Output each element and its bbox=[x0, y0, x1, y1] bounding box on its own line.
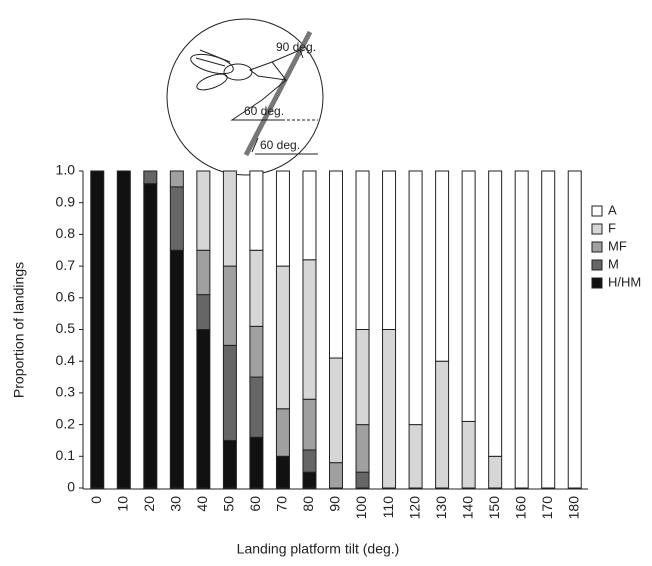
bar-segment bbox=[170, 171, 183, 187]
x-tick-label: 150 bbox=[486, 496, 502, 520]
bar-segment bbox=[250, 250, 263, 326]
bar-segment bbox=[250, 377, 263, 437]
legend-label: A bbox=[608, 202, 617, 217]
bar-segment bbox=[223, 171, 236, 266]
bar-segment bbox=[356, 330, 369, 425]
x-tick-label: 60 bbox=[247, 496, 263, 512]
bar-segment bbox=[250, 171, 263, 250]
legend-swatch bbox=[592, 206, 602, 216]
bar-segment bbox=[223, 440, 236, 488]
bar-segment bbox=[383, 171, 396, 330]
bar-segment bbox=[383, 330, 396, 489]
bar-segment bbox=[144, 184, 157, 488]
bar-segment bbox=[330, 171, 343, 358]
y-tick-label: 0.3 bbox=[56, 384, 76, 400]
y-tick-label: 0.9 bbox=[56, 193, 76, 209]
bar-segment bbox=[276, 409, 289, 457]
bar-segment bbox=[197, 295, 210, 330]
chart: 90 deg. 60 deg. 60 deg. Landing platform… bbox=[0, 0, 652, 561]
legend-swatch bbox=[592, 242, 602, 252]
x-tick-label: 110 bbox=[380, 496, 396, 519]
x-tick-label: 130 bbox=[433, 496, 449, 520]
bar-segment bbox=[568, 171, 581, 488]
x-tick-label: 20 bbox=[141, 496, 157, 512]
x-tick-label: 70 bbox=[274, 496, 290, 512]
x-tick-label: 100 bbox=[353, 496, 369, 520]
bar-segment bbox=[515, 171, 528, 488]
bar-segment bbox=[330, 463, 343, 488]
annotation: 60 deg. bbox=[244, 104, 284, 118]
y-tick-label: 0.8 bbox=[56, 225, 76, 241]
bar-segment bbox=[144, 171, 157, 184]
bar-segment bbox=[303, 472, 316, 488]
bar-segment bbox=[170, 187, 183, 250]
bar-segment bbox=[462, 171, 475, 421]
y-tick-label: 0.2 bbox=[56, 415, 76, 431]
bar-segment bbox=[197, 171, 210, 250]
bar-segment bbox=[276, 171, 289, 266]
bar-segment bbox=[409, 171, 422, 425]
legend-label: F bbox=[608, 220, 616, 235]
bar-segment bbox=[356, 171, 369, 330]
x-tick-label: 10 bbox=[114, 496, 130, 512]
x-tick-label: 40 bbox=[194, 496, 210, 512]
bar-segment bbox=[436, 361, 449, 488]
bar-segment bbox=[356, 472, 369, 488]
bar-segment bbox=[303, 399, 316, 450]
y-tick-label: 0.7 bbox=[56, 257, 76, 273]
x-tick-label: 50 bbox=[221, 496, 237, 512]
x-tick-label: 120 bbox=[406, 496, 422, 520]
x-tick-label: 160 bbox=[512, 496, 528, 520]
bar-segment bbox=[303, 171, 316, 260]
bar-segment bbox=[462, 421, 475, 488]
bar-segment bbox=[197, 250, 210, 294]
x-tick-label: 170 bbox=[539, 496, 555, 520]
bar-segment bbox=[223, 345, 236, 440]
bar-segment bbox=[276, 266, 289, 409]
bar-segment bbox=[489, 456, 502, 488]
y-tick-label: 0.1 bbox=[56, 447, 76, 463]
legend-label: M bbox=[608, 256, 619, 271]
bar-segment bbox=[303, 450, 316, 472]
legend-swatch bbox=[592, 278, 602, 288]
legend-swatch bbox=[592, 224, 602, 234]
legend-label: MF bbox=[608, 238, 627, 253]
annotation: 90 deg. bbox=[276, 40, 316, 54]
x-tick-label: 0 bbox=[88, 496, 104, 504]
bar-segment bbox=[276, 456, 289, 488]
y-tick-label: 0.6 bbox=[56, 289, 76, 305]
annotation: 60 deg. bbox=[260, 138, 300, 152]
y-tick-label: 0.5 bbox=[56, 320, 76, 336]
legend-label: H/HM bbox=[608, 274, 641, 289]
bar-segment bbox=[250, 326, 263, 377]
bar-segment bbox=[117, 171, 130, 488]
bar-segment bbox=[356, 425, 369, 473]
x-tick-label: 180 bbox=[565, 496, 581, 520]
bar-segment bbox=[330, 358, 343, 463]
legend-swatch bbox=[592, 260, 602, 270]
y-tick-label: 0 bbox=[67, 479, 75, 495]
bar-segment bbox=[303, 260, 316, 399]
bar-segment bbox=[91, 171, 104, 488]
bar-segment bbox=[542, 171, 555, 488]
y-tick-label: 1.0 bbox=[56, 162, 76, 178]
bar-segment bbox=[197, 330, 210, 489]
bar-segment bbox=[409, 425, 422, 488]
y-tick-label: 0.4 bbox=[56, 352, 76, 368]
y-axis-title: Proportion of landings bbox=[11, 262, 27, 398]
bar-segment bbox=[170, 250, 183, 488]
x-tick-label: 30 bbox=[168, 496, 184, 512]
bar-segment bbox=[436, 171, 449, 361]
bar-segment bbox=[223, 266, 236, 345]
bar-segment bbox=[489, 171, 502, 456]
bar-segment bbox=[250, 437, 263, 488]
x-tick-label: 90 bbox=[327, 496, 343, 512]
x-tick-label: 140 bbox=[459, 496, 475, 520]
x-tick-label: 80 bbox=[300, 496, 316, 512]
x-axis-title: Landing platform tilt (deg.) bbox=[237, 541, 400, 557]
